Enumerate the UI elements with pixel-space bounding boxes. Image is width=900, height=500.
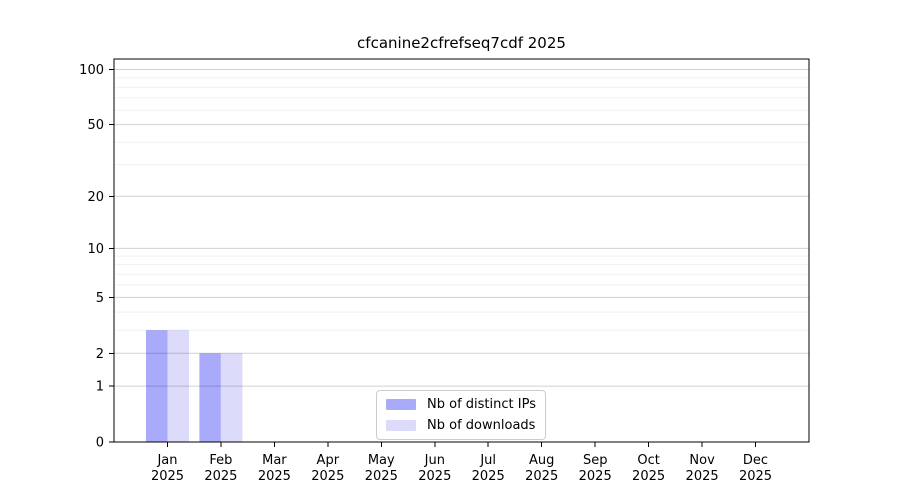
y-tick-label: 0 [96, 436, 104, 451]
x-tick-label-year: 2025 [418, 469, 451, 484]
x-tick-label-year: 2025 [204, 469, 237, 484]
legend-label-distinct-ips: Nb of distinct IPs [427, 397, 536, 412]
x-tick-label-year: 2025 [258, 469, 291, 484]
x-tick-label-month: Jul [479, 453, 496, 468]
x-tick-label-year: 2025 [365, 469, 398, 484]
x-tick-label-year: 2025 [311, 469, 344, 484]
legend-swatch-downloads [386, 420, 417, 431]
x-tick-label-month: Aug [529, 453, 554, 468]
bar-nb-of-distinct-ips-jan [146, 330, 168, 442]
y-tick-label: 20 [87, 190, 104, 205]
x-tick-label-month: Jun [424, 453, 445, 468]
bar-nb-of-downloads-jan [167, 330, 189, 442]
x-tick-label-month: Dec [743, 453, 768, 468]
x-tick-label-year: 2025 [525, 469, 558, 484]
x-tick-label-month: Jan [156, 453, 177, 468]
x-tick-label-year: 2025 [686, 469, 719, 484]
x-tick-label-month: May [368, 453, 395, 468]
legend-item-downloads: Nb of downloads [386, 417, 536, 434]
legend: Nb of distinct IPs Nb of downloads [376, 390, 546, 440]
legend-item-distinct-ips: Nb of distinct IPs [386, 396, 536, 413]
x-tick-label-month: Nov [689, 453, 715, 468]
y-tick-label: 5 [96, 291, 104, 306]
bar-nb-of-distinct-ips-feb [199, 353, 221, 442]
x-tick-label-year: 2025 [632, 469, 665, 484]
y-tick-label: 50 [87, 118, 104, 133]
x-tick-label-year: 2025 [472, 469, 505, 484]
x-tick-label-month: Sep [583, 453, 608, 468]
y-tick-label: 10 [87, 242, 104, 257]
x-tick-label-month: Mar [262, 453, 287, 468]
axes-box [113, 58, 810, 443]
y-tick-label: 100 [79, 63, 104, 78]
x-tick-label-year: 2025 [579, 469, 612, 484]
legend-swatch-distinct-ips [386, 399, 417, 410]
chart-title: cfcanine2cfrefseq7cdf 2025 [357, 34, 566, 52]
y-tick-label: 2 [96, 347, 104, 362]
x-tick-label-month: Oct [637, 453, 659, 468]
x-tick-label-year: 2025 [739, 469, 772, 484]
x-tick-label-month: Feb [209, 453, 232, 468]
bar-nb-of-downloads-feb [220, 353, 243, 442]
y-tick-label: 1 [96, 380, 104, 395]
x-tick-label-year: 2025 [151, 469, 184, 484]
x-tick-label-month: Apr [317, 453, 340, 468]
legend-label-downloads: Nb of downloads [427, 418, 536, 433]
